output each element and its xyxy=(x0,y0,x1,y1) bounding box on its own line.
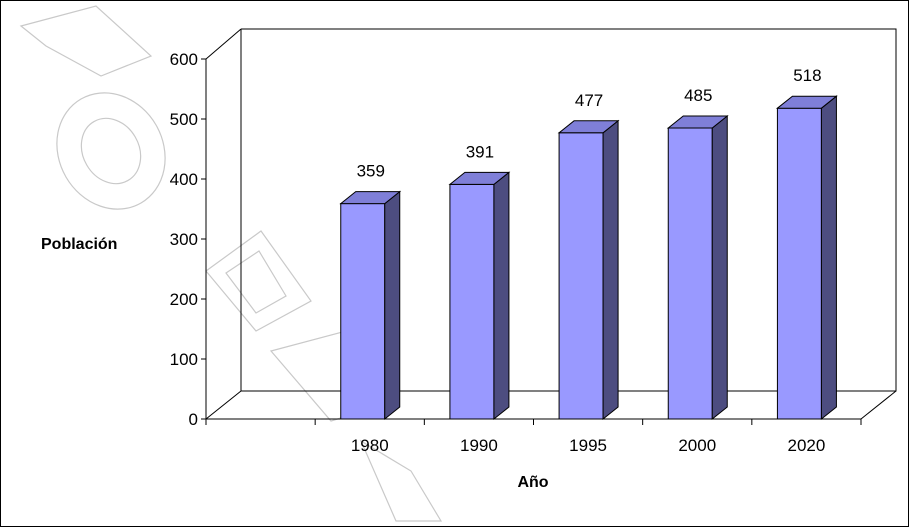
bar xyxy=(775,95,838,421)
bar-side xyxy=(711,114,728,421)
x-axis-ticks: 1980 1990 1995 2000 2020 xyxy=(205,419,862,455)
bar-front xyxy=(776,107,822,420)
bar-side xyxy=(384,190,401,421)
y-tick-label: 0 xyxy=(189,410,198,429)
bar-top xyxy=(557,120,620,134)
x-tick-label: 2020 xyxy=(788,436,826,455)
y-tick-label: 400 xyxy=(170,170,198,189)
data-labels-group: 359 391 477 485 518 xyxy=(357,66,822,180)
bar xyxy=(339,190,402,421)
bar-front xyxy=(449,183,495,420)
data-label: 477 xyxy=(575,91,603,110)
bars-group xyxy=(339,95,838,421)
bar-front xyxy=(558,132,604,420)
y-tick-label: 300 xyxy=(170,230,198,249)
bar xyxy=(557,119,620,421)
bar-side xyxy=(602,119,619,421)
bar xyxy=(448,171,511,421)
bar-side xyxy=(820,95,837,421)
y-axis-title: Población xyxy=(41,236,117,253)
x-tick-label: 2000 xyxy=(678,436,716,455)
bar-front xyxy=(340,203,386,420)
bar-front xyxy=(667,127,713,420)
data-label: 359 xyxy=(357,162,385,181)
y-tick-label: 600 xyxy=(170,50,198,69)
x-tick-label: 1995 xyxy=(569,436,607,455)
bar-side xyxy=(493,171,510,421)
y-tick-label: 200 xyxy=(170,290,198,309)
bar-top xyxy=(666,115,729,129)
x-tick-label: 1990 xyxy=(460,436,498,455)
x-axis-title: Año xyxy=(517,474,548,491)
bar xyxy=(666,114,729,421)
bar-top xyxy=(775,95,838,109)
x-tick-label: 1980 xyxy=(351,436,389,455)
data-label: 518 xyxy=(793,66,821,85)
bar-top xyxy=(448,171,511,185)
y-axis-ticks: 0 100 200 300 400 500 600 xyxy=(170,50,206,429)
y-tick-label: 500 xyxy=(170,110,198,129)
bar-top xyxy=(339,191,402,205)
data-label: 485 xyxy=(684,86,712,105)
data-label: 391 xyxy=(466,142,494,161)
y-tick-label: 100 xyxy=(170,350,198,369)
